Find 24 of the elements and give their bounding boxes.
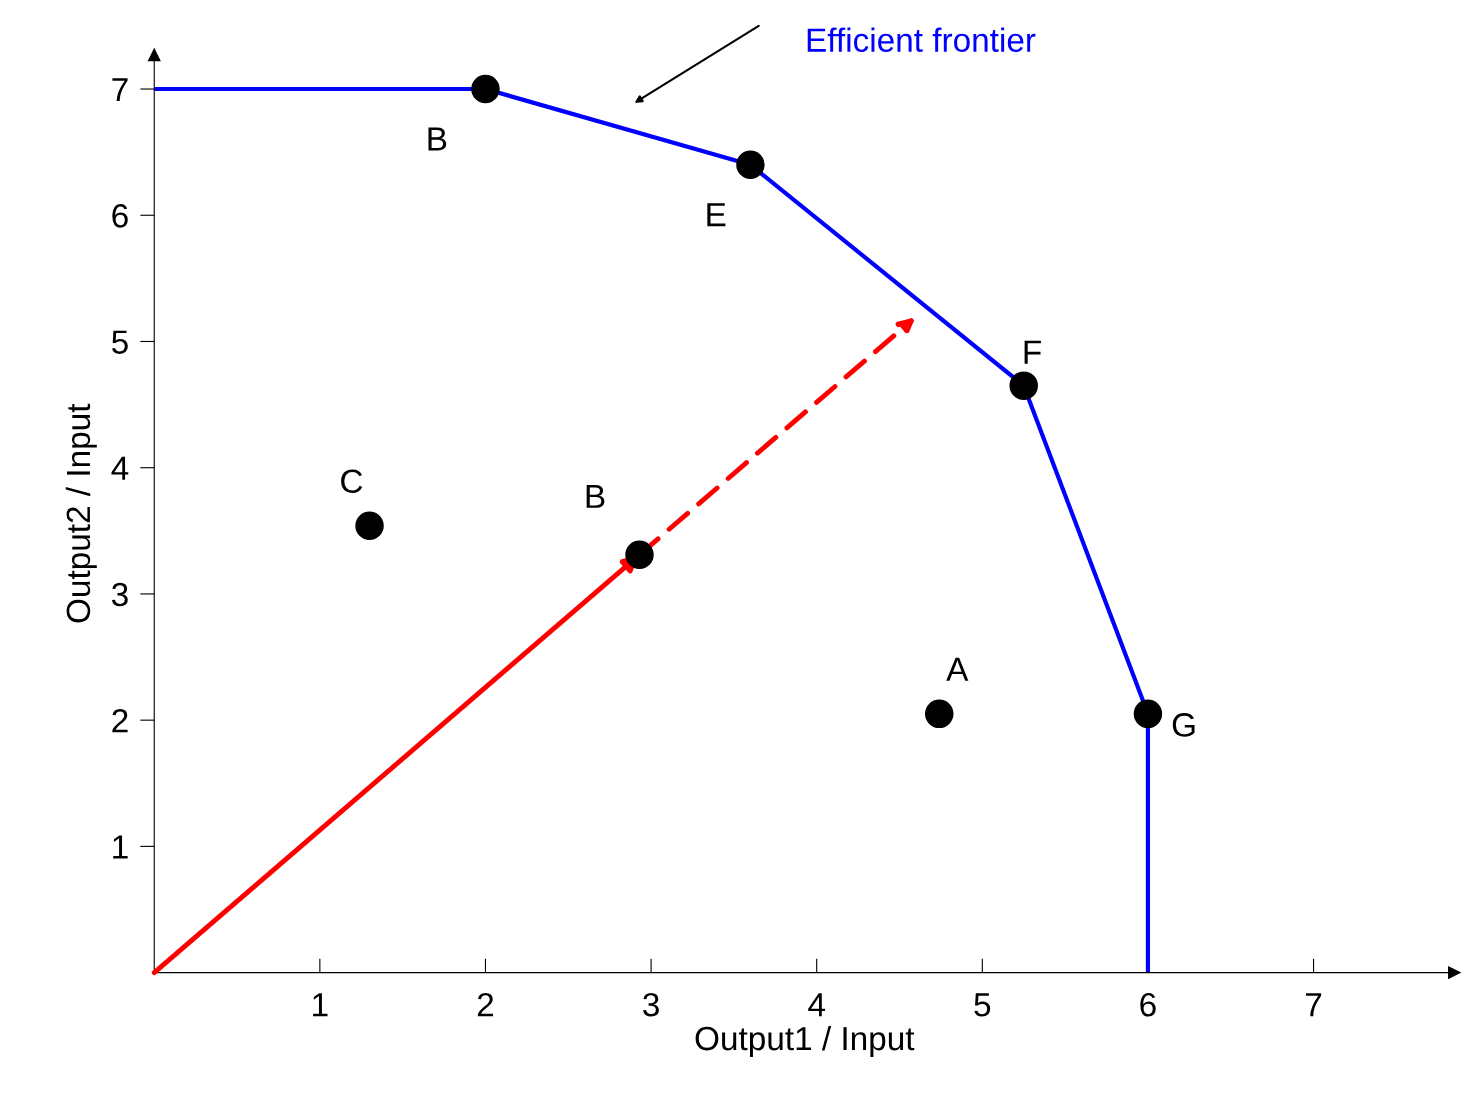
x-tick-label: 1 — [313, 993, 328, 1017]
y-tick-label: 4 — [111, 456, 129, 480]
x-tick-label: 3 — [643, 992, 659, 1017]
text: Efficient frontier — [807, 27, 1036, 52]
y-tick-label: 7 — [112, 78, 128, 102]
y-tick-label: 5 — [112, 330, 128, 354]
x-axis-title: Output1 / Input — [695, 1025, 915, 1057]
data-label: E — [707, 203, 726, 227]
data-label: A — [946, 657, 969, 681]
y-tick-label: 1 — [113, 835, 128, 859]
data-label: B — [428, 127, 447, 151]
x-tick-label: 7 — [1305, 993, 1322, 1017]
data-label: B — [586, 484, 605, 508]
data-label: F — [1024, 340, 1041, 364]
y-tick-label: 3 — [111, 582, 128, 607]
y-tick-label: 6 — [112, 204, 128, 228]
x-tick-label: 2 — [477, 992, 494, 1017]
y-axis-title: Output2 / Input — [65, 403, 97, 623]
x-tick-label: 5 — [974, 993, 991, 1017]
x-tick-label: 4 — [808, 993, 825, 1017]
data-label: C — [341, 469, 363, 494]
data-label: G — [1172, 713, 1195, 737]
y-tick-label: 2 — [112, 708, 128, 733]
x-tick-label: 6 — [1140, 992, 1156, 1017]
